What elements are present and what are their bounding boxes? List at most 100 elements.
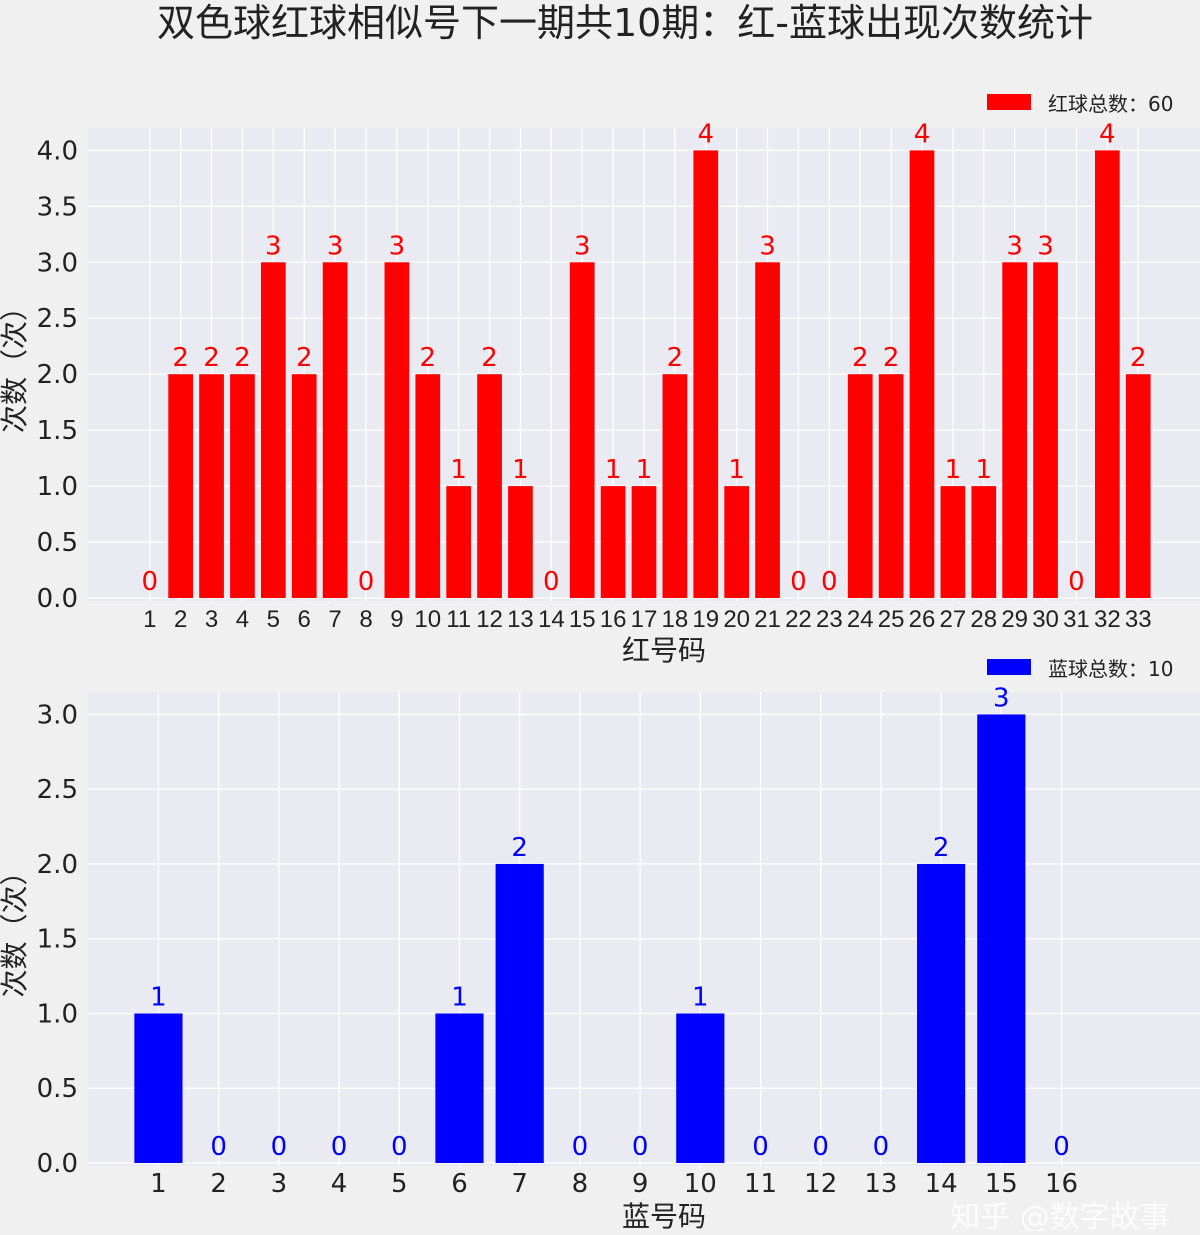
legend-label: 红球总数：60 xyxy=(1048,92,1173,116)
bar-value-label: 0 xyxy=(358,567,375,597)
x-tick-label: 23 xyxy=(816,606,843,633)
x-tick-label: 13 xyxy=(864,1169,897,1199)
x-tick-label: 14 xyxy=(538,606,565,633)
y-tick-label: 1.5 xyxy=(37,416,78,446)
x-tick-label: 6 xyxy=(451,1169,468,1199)
bar-value-label: 0 xyxy=(632,1132,649,1162)
bar-29 xyxy=(1002,262,1028,598)
x-tick-label: 8 xyxy=(572,1169,589,1199)
x-tick-label: 2 xyxy=(210,1169,227,1199)
x-tick-label: 10 xyxy=(414,606,441,633)
bar-value-label: 2 xyxy=(172,343,189,373)
bar-value-label: 3 xyxy=(1006,231,1023,261)
bar-value-label: 0 xyxy=(391,1132,408,1162)
bar-value-label: 3 xyxy=(993,683,1010,713)
x-tick-label: 12 xyxy=(476,606,503,633)
red-ball-chart: 0.00.51.01.52.02.53.03.54.01 2 3 4 5 6 7 8 9 10 11… xyxy=(0,92,1200,667)
bar-15 xyxy=(569,262,595,598)
bar-16 xyxy=(600,486,626,598)
bar-value-label: 0 xyxy=(821,567,838,597)
x-tick-label: 26 xyxy=(909,606,936,633)
x-tick-label: 1 xyxy=(150,1169,167,1199)
plot-area xyxy=(88,692,1200,1166)
legend-swatch xyxy=(987,659,1031,675)
bar-value-label: 0 xyxy=(331,1132,348,1162)
bar-value-label: 1 xyxy=(728,455,745,485)
x-tick-label: 4 xyxy=(331,1169,348,1199)
bar-value-label: 0 xyxy=(210,1132,227,1162)
bar-value-label: 1 xyxy=(636,455,653,485)
y-tick-label: 0.5 xyxy=(37,528,78,558)
bar-32 xyxy=(1094,150,1120,598)
x-tick-label: 25 xyxy=(878,606,905,633)
bar-value-label: 1 xyxy=(512,455,529,485)
bar-value-label: 0 xyxy=(812,1132,829,1162)
bar-18 xyxy=(662,374,688,598)
x-tick-label: 15 xyxy=(985,1169,1018,1199)
y-tick-label: 2.0 xyxy=(37,850,78,880)
x-tick-label: 21 xyxy=(754,606,781,633)
y-tick-label: 1.0 xyxy=(37,472,78,502)
bar-2 xyxy=(168,374,194,598)
x-tick-label: 4 xyxy=(236,606,249,633)
bar-value-label: 0 xyxy=(873,1132,890,1162)
legend-swatch xyxy=(987,94,1031,110)
x-tick-label: 8 xyxy=(359,606,372,633)
bar-value-label: 2 xyxy=(234,343,251,373)
y-tick-label: 2.0 xyxy=(37,360,78,390)
bar-10 xyxy=(415,374,441,598)
bar-7 xyxy=(495,863,544,1163)
y-tick-label: 2.5 xyxy=(37,304,78,334)
x-tick-label: 14 xyxy=(925,1169,958,1199)
x-axis-label: 蓝号码 xyxy=(622,1200,706,1231)
x-tick-label: 1 xyxy=(143,606,156,633)
bar-value-label: 1 xyxy=(945,455,962,485)
y-tick-label: 0.5 xyxy=(37,1074,78,1104)
bar-value-label: 4 xyxy=(1099,119,1116,149)
bar-15 xyxy=(977,714,1026,1163)
x-tick-label: 16 xyxy=(1045,1169,1078,1199)
y-axis-label: 次数（次） xyxy=(0,293,31,433)
x-tick-label: 17 xyxy=(631,606,658,633)
bar-11 xyxy=(446,486,472,598)
bar-value-label: 2 xyxy=(852,343,869,373)
bar-value-label: 0 xyxy=(790,567,807,597)
y-tick-label: 0.0 xyxy=(37,1149,78,1179)
bar-value-label: 2 xyxy=(420,343,437,373)
x-axis-label: 红号码 xyxy=(622,634,706,667)
bar-25 xyxy=(878,374,904,598)
legend-label: 蓝球总数：10 xyxy=(1048,657,1173,681)
bar-value-label: 1 xyxy=(605,455,622,485)
y-tick-label: 4.0 xyxy=(37,136,78,166)
x-tick-label: 3 xyxy=(271,1169,288,1199)
x-tick-label: 33 xyxy=(1125,606,1152,633)
bar-value-label: 3 xyxy=(1037,231,1054,261)
x-tick-label: 29 xyxy=(1001,606,1028,633)
bar-30 xyxy=(1033,262,1058,598)
x-tick-label: 30 xyxy=(1032,606,1059,633)
x-tick-label: 11 xyxy=(446,606,471,633)
bar-value-label: 2 xyxy=(511,833,528,863)
y-tick-label: 3.0 xyxy=(37,700,78,730)
x-tick-label: 7 xyxy=(511,1169,528,1199)
blue-ball-chart: 0.00.51.01.52.02.53.01 2 3 4 5 6 7 8 9 10 11 12 13 14… xyxy=(0,657,1200,1233)
bar-value-label: 2 xyxy=(203,343,220,373)
bar-value-label: 1 xyxy=(976,455,993,485)
x-tick-label: 31 xyxy=(1063,606,1090,633)
bar-26 xyxy=(909,150,935,598)
bar-value-label: 0 xyxy=(1068,567,1085,597)
x-tick-label: 6 xyxy=(298,606,311,633)
bar-value-label: 4 xyxy=(914,119,931,149)
x-tick-label: 9 xyxy=(632,1169,649,1199)
bar-3 xyxy=(199,374,224,598)
bar-value-label: 2 xyxy=(1130,343,1147,373)
y-tick-label: 0.0 xyxy=(37,584,78,614)
x-tick-label: 16 xyxy=(600,606,627,633)
bar-value-label: 3 xyxy=(389,231,406,261)
x-tick-label: 15 xyxy=(569,606,596,633)
bar-value-label: 2 xyxy=(933,833,950,863)
bar-value-label: 3 xyxy=(327,231,344,261)
x-tick-label: 13 xyxy=(507,606,534,633)
bar-value-label: 2 xyxy=(883,343,900,373)
bar-1 xyxy=(134,1013,183,1163)
